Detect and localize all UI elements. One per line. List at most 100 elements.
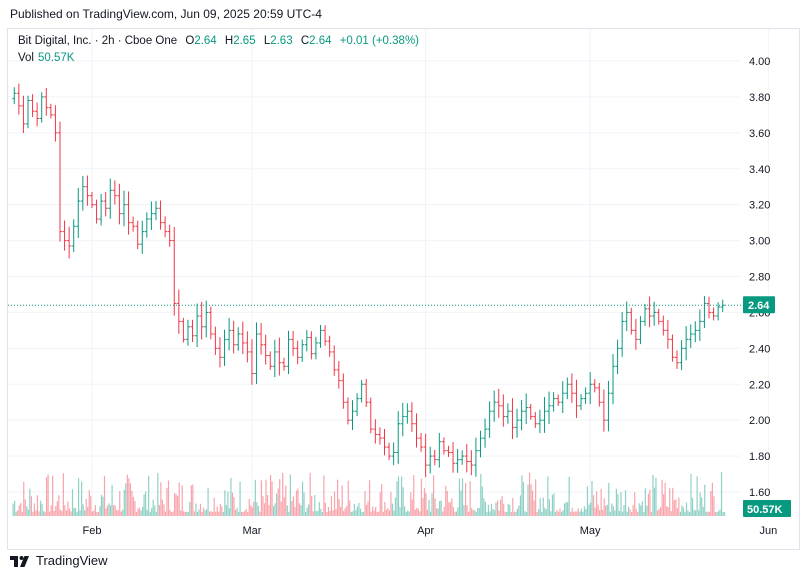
volume-bar bbox=[518, 505, 520, 516]
volume-bar bbox=[303, 492, 305, 516]
volume-bar bbox=[664, 482, 666, 516]
volume-bar bbox=[568, 476, 570, 516]
volume-bar bbox=[68, 508, 71, 516]
volume-bar bbox=[446, 491, 448, 516]
brand-name: TradingView bbox=[36, 553, 108, 568]
volume-bar bbox=[181, 485, 183, 516]
volume-bar bbox=[50, 505, 52, 516]
volume-bar bbox=[696, 476, 698, 516]
volume-bar bbox=[111, 484, 113, 516]
volume-bar bbox=[586, 486, 589, 516]
volume-bar bbox=[364, 491, 366, 516]
volume-bar bbox=[102, 496, 104, 516]
volume-bar bbox=[439, 500, 441, 516]
volume-bar bbox=[157, 472, 159, 516]
volume-bar bbox=[172, 511, 174, 516]
volume-bar bbox=[603, 498, 605, 516]
volume-bar bbox=[391, 503, 394, 516]
volume-bar bbox=[332, 510, 334, 516]
volume-bar bbox=[466, 505, 468, 516]
volume-bar bbox=[186, 511, 188, 516]
volume-bar bbox=[341, 485, 343, 516]
volume-bar bbox=[91, 511, 93, 516]
volume-bar bbox=[716, 511, 718, 516]
volume-bar bbox=[455, 511, 458, 516]
volume-bar bbox=[503, 503, 505, 516]
volume-bar bbox=[684, 511, 686, 516]
volume-bar bbox=[286, 505, 288, 516]
volume-bar bbox=[393, 510, 395, 516]
volume-bar bbox=[443, 506, 445, 516]
volume-bar bbox=[100, 494, 103, 516]
volume-bar bbox=[82, 504, 84, 516]
volume-bar bbox=[676, 508, 678, 516]
volume-bar bbox=[370, 511, 372, 516]
volume-bar bbox=[388, 510, 390, 516]
x-tick-label: Feb bbox=[82, 525, 101, 537]
volume-bar bbox=[365, 504, 368, 516]
volume-bar bbox=[222, 511, 224, 516]
legend-open-value: 2.64 bbox=[194, 35, 217, 47]
y-tick-label: 1.80 bbox=[749, 451, 770, 463]
volume-bar bbox=[513, 511, 515, 516]
volume-bar bbox=[99, 506, 101, 516]
volume-bar bbox=[646, 505, 648, 516]
volume-bar bbox=[637, 511, 639, 516]
volume-bar bbox=[478, 508, 480, 516]
volume-bar bbox=[378, 511, 380, 516]
volume-bar bbox=[419, 511, 421, 516]
volume-bar bbox=[233, 497, 235, 516]
volume-bar bbox=[451, 498, 453, 516]
volume-bar bbox=[641, 501, 643, 516]
volume-bar bbox=[460, 490, 462, 516]
volume-bar bbox=[20, 503, 22, 516]
volume-bar bbox=[521, 475, 523, 516]
volume-bar bbox=[583, 506, 586, 516]
volume-bar bbox=[343, 511, 345, 516]
volume-bar bbox=[420, 478, 422, 516]
volume-bar bbox=[614, 510, 616, 516]
volume-bar bbox=[682, 507, 685, 516]
volume-bar bbox=[426, 509, 429, 516]
volume-bar bbox=[273, 506, 275, 516]
volume-bar bbox=[397, 476, 400, 516]
volume-bar bbox=[580, 508, 582, 516]
volume-bar bbox=[557, 511, 560, 516]
volume-bar bbox=[298, 503, 301, 516]
volume-bar bbox=[507, 503, 509, 516]
y-tick-label: 3.80 bbox=[749, 92, 770, 104]
volume-bar bbox=[204, 510, 206, 516]
volume-bar bbox=[574, 511, 576, 516]
volume-bar bbox=[417, 508, 419, 516]
volume-bar bbox=[62, 473, 64, 516]
volume-bar bbox=[158, 504, 160, 516]
volume-bar bbox=[620, 492, 622, 516]
volume-bar bbox=[84, 510, 86, 516]
volume-bar bbox=[515, 511, 517, 516]
volume-bar bbox=[355, 510, 357, 516]
volume-bar bbox=[282, 472, 284, 516]
tradingview-brand[interactable]: TradingView bbox=[10, 553, 108, 568]
volume-bar bbox=[405, 511, 407, 516]
volume-bar bbox=[288, 511, 290, 516]
volume-bar bbox=[228, 508, 231, 516]
volume-bar bbox=[627, 506, 630, 516]
volume-bar bbox=[432, 475, 435, 516]
volume-bar bbox=[274, 503, 276, 516]
legend-symbol[interactable]: Bit Digital, Inc. · 2h · Cboe One bbox=[18, 35, 178, 47]
volume-bar bbox=[471, 508, 473, 516]
volume-bar bbox=[658, 509, 660, 516]
volume-bar bbox=[467, 511, 470, 516]
volume-bar bbox=[720, 472, 723, 516]
volume-bar bbox=[585, 508, 587, 516]
volume-bar bbox=[632, 505, 634, 516]
volume-bar bbox=[381, 483, 383, 516]
volume-bar bbox=[58, 495, 60, 516]
volume-bar bbox=[259, 511, 261, 516]
volume-bar bbox=[640, 505, 642, 516]
volume-bar bbox=[169, 509, 171, 516]
volume-bar bbox=[723, 511, 726, 516]
volume-bar bbox=[132, 497, 135, 516]
volume-bar bbox=[151, 507, 153, 516]
